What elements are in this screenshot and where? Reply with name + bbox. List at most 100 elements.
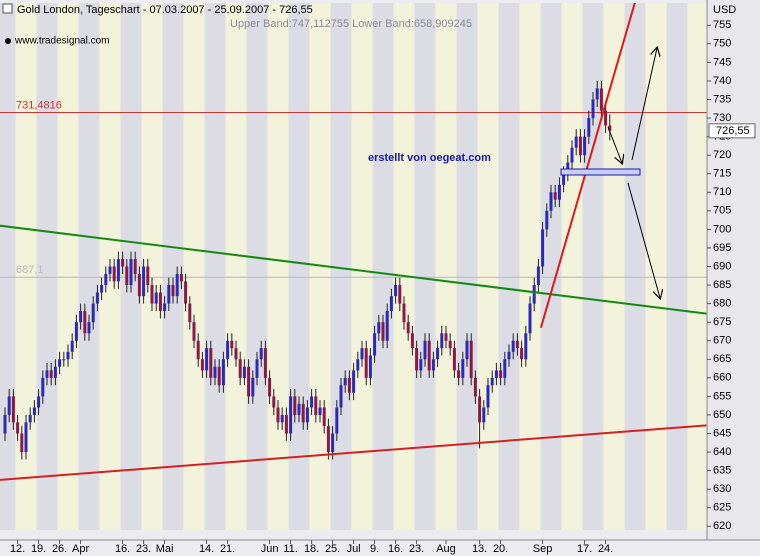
candle-body xyxy=(339,385,343,408)
candle-body xyxy=(503,359,507,378)
x-tick-label: Jul xyxy=(347,543,361,555)
candle-body xyxy=(196,340,200,360)
candle-body xyxy=(431,359,435,371)
candle-body xyxy=(347,377,351,393)
candle-body xyxy=(566,162,570,174)
arrow xyxy=(607,126,622,163)
candle-body xyxy=(116,259,120,282)
trend-line xyxy=(539,3,636,329)
candle-body xyxy=(318,407,322,415)
candle-body xyxy=(66,351,70,360)
week-stripe xyxy=(78,3,100,530)
trend-line xyxy=(0,224,707,315)
y-tick-label: 660 xyxy=(713,372,731,384)
y-tick-label: 705 xyxy=(713,205,731,217)
candle-body xyxy=(570,147,574,163)
chart-title: Gold London, Tageschart - 07.03.2007 - 2… xyxy=(17,4,313,16)
candle-body xyxy=(364,348,368,378)
week-stripe xyxy=(519,3,541,530)
week-stripe xyxy=(666,3,688,530)
candle-body xyxy=(276,407,280,423)
candle-body xyxy=(368,355,372,378)
week-stripe xyxy=(477,3,499,530)
candle-body xyxy=(11,396,15,423)
candle-body xyxy=(7,396,11,415)
candle-body xyxy=(410,333,414,349)
candle-body xyxy=(440,333,444,349)
candle-body xyxy=(541,229,545,267)
y-tick-label: 715 xyxy=(713,168,731,180)
candle-body xyxy=(49,370,53,378)
candle-body xyxy=(423,340,427,360)
y-axis-label: USD xyxy=(713,4,736,16)
week-stripe xyxy=(456,3,478,530)
candle-body xyxy=(520,348,524,360)
horizontal-line-label: 731,4816 xyxy=(16,99,62,111)
candle-body xyxy=(444,333,448,341)
y-tick-label: 745 xyxy=(713,56,731,68)
candle-body xyxy=(234,348,238,360)
candle-body xyxy=(24,422,28,453)
candle-body xyxy=(175,273,179,297)
candle-body xyxy=(104,273,108,286)
y-tick-label: 680 xyxy=(713,298,731,310)
candle-body xyxy=(247,366,251,397)
week-stripe xyxy=(183,3,205,530)
candle-body xyxy=(381,322,385,341)
candle-body xyxy=(171,285,175,297)
week-stripe xyxy=(498,3,520,530)
candle-body xyxy=(419,359,423,371)
week-stripe xyxy=(393,3,415,530)
candle-body xyxy=(284,414,288,434)
week-stripe xyxy=(141,3,163,530)
candle-body xyxy=(301,403,305,423)
candle-body xyxy=(100,285,104,293)
trend-lines xyxy=(0,3,707,481)
x-tick-label: 12. xyxy=(10,543,25,555)
candle-body xyxy=(146,266,150,286)
candle-body xyxy=(583,136,587,156)
candle-body xyxy=(91,303,95,323)
candle-body xyxy=(394,285,398,297)
candle-body xyxy=(331,433,335,453)
candle-body xyxy=(121,259,125,267)
x-axis: 12. 19. 26. Apr 16. 23. Mai 14. 21. Jun 11. 18. 25. J… xyxy=(10,540,613,555)
horizontal-line-label: 687,1 xyxy=(16,264,44,276)
candle-body xyxy=(524,333,528,360)
candle-body xyxy=(70,340,74,352)
target-zone xyxy=(560,168,641,176)
candle-body xyxy=(3,414,7,434)
x-tick-label: Sep xyxy=(533,543,553,555)
candle-body xyxy=(398,285,402,304)
y-tick-label: 630 xyxy=(713,483,731,495)
y-tick-label: 665 xyxy=(713,353,731,365)
candle-body xyxy=(528,303,532,334)
week-stripe xyxy=(603,3,625,530)
week-stripe xyxy=(687,3,707,530)
candle-body xyxy=(297,403,301,415)
candle-body xyxy=(511,340,515,352)
candle-body xyxy=(553,192,557,200)
x-tick-label: 16. xyxy=(115,543,130,555)
candle-body xyxy=(352,370,356,393)
x-tick-label: 25. xyxy=(325,543,340,555)
y-tick-label: 685 xyxy=(713,279,731,291)
y-tick-label: 670 xyxy=(713,335,731,347)
week-stripe xyxy=(435,3,457,530)
candle-body xyxy=(448,340,452,349)
y-axis-panel xyxy=(707,0,760,540)
week-stripe xyxy=(624,3,646,530)
last-value-label: 726,55 xyxy=(716,125,750,137)
x-tick-label: 13. xyxy=(472,543,487,555)
candle-body xyxy=(259,348,263,360)
candle-body xyxy=(112,266,116,282)
x-tick-label: 14. xyxy=(199,543,214,555)
candle-body xyxy=(356,359,360,371)
plot-area: 731,4816 687,1 xyxy=(0,3,707,530)
candle-body xyxy=(343,377,347,386)
candle-body xyxy=(230,340,234,349)
x-tick-label: 23. xyxy=(409,543,424,555)
candle-body xyxy=(406,322,410,334)
y-tick-label: 710 xyxy=(713,186,731,198)
y-tick-label: 655 xyxy=(713,390,731,402)
